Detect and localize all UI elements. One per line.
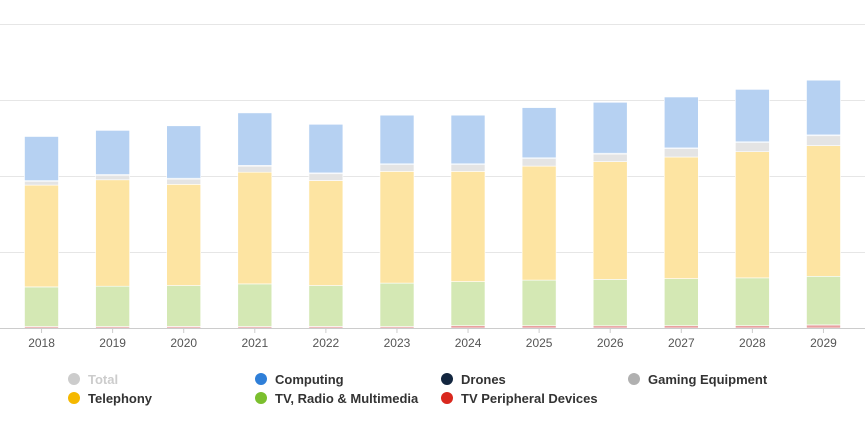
bar-gaming-equipment-2020[interactable] xyxy=(166,178,201,185)
gridlines xyxy=(0,24,865,253)
x-tick-label: 2020 xyxy=(170,336,197,350)
bar-tv-radio-multimedia-2027[interactable] xyxy=(663,278,699,327)
legend-dot-computing xyxy=(255,373,267,385)
legend-label-drones: Drones xyxy=(461,371,506,387)
bar-gaming-equipment-2019[interactable] xyxy=(95,174,130,181)
bar-computing-2025[interactable] xyxy=(521,107,557,159)
x-tick-label: 2029 xyxy=(810,336,837,350)
bar-telephony-2018[interactable] xyxy=(24,184,59,288)
bar-gaming-equipment-2021[interactable] xyxy=(237,165,273,173)
x-tick-label: 2025 xyxy=(526,336,553,350)
bar-telephony-2021[interactable] xyxy=(237,171,273,285)
bar-gaming-equipment-2022[interactable] xyxy=(308,173,344,181)
bar-computing-2019[interactable] xyxy=(95,130,130,175)
bar-tv-peripheral-devices-2024[interactable] xyxy=(450,325,486,329)
x-axis: 2018 2019 2020 2021 2022 2023 2024 2025 2026 2027… xyxy=(0,328,865,350)
bar-telephony-2026[interactable] xyxy=(592,161,628,280)
bar-tv-radio-multimedia-2023[interactable] xyxy=(379,282,415,327)
bar-tv-radio-multimedia-2022[interactable] xyxy=(308,285,344,327)
bar-computing-2029[interactable] xyxy=(806,79,841,136)
bar-stacks xyxy=(24,79,841,329)
x-tick-label: 2026 xyxy=(597,336,624,350)
bar-tv-radio-multimedia-2028[interactable] xyxy=(735,277,770,326)
bar-telephony-2022[interactable] xyxy=(308,180,344,286)
x-tick-label: 2022 xyxy=(313,336,340,350)
bar-gaming-equipment-2029[interactable] xyxy=(806,135,841,146)
bar-computing-2021[interactable] xyxy=(237,112,273,166)
bar-telephony-2028[interactable] xyxy=(735,151,770,279)
legend-item-gaming-equipment[interactable]: Gaming Equipment xyxy=(628,370,767,388)
x-tick-label: 2028 xyxy=(739,336,766,350)
legend-item-drones[interactable]: Drones xyxy=(441,370,506,388)
x-tick-label: 2024 xyxy=(455,336,482,350)
legend-label-gaming-equipment: Gaming Equipment xyxy=(648,371,768,387)
bar-computing-2027[interactable] xyxy=(663,96,699,149)
legend-dot-gaming-equipment xyxy=(628,373,640,385)
x-tick-label: 2023 xyxy=(384,336,411,350)
bar-telephony-2020[interactable] xyxy=(166,184,201,286)
legend-dot-drones xyxy=(441,373,453,385)
bar-computing-2022[interactable] xyxy=(308,124,344,174)
bar-gaming-equipment-2025[interactable] xyxy=(521,158,557,167)
legend-label-total: Total xyxy=(88,371,119,387)
legend-item-tv-radio-multimedia[interactable]: TV, Radio & Multimedia xyxy=(255,389,418,407)
legend-label-tv-peripheral-devices: TV Peripheral Devices xyxy=(461,390,598,406)
legend-item-computing[interactable]: Computing xyxy=(255,370,344,388)
legend-item-total[interactable]: Total xyxy=(68,370,118,388)
bar-telephony-2023[interactable] xyxy=(379,171,415,284)
x-tick-label: 2018 xyxy=(28,336,55,350)
bar-gaming-equipment-2018[interactable] xyxy=(24,181,59,186)
legend-dot-total xyxy=(68,373,80,385)
bar-tv-peripheral-devices-2027[interactable] xyxy=(663,325,699,329)
bar-computing-2018[interactable] xyxy=(24,136,59,181)
x-tick-label: 2021 xyxy=(241,336,268,350)
bar-tv-peripheral-devices-2028[interactable] xyxy=(735,325,770,329)
legend-dot-tv-radio-multimedia xyxy=(255,392,267,404)
bar-computing-2026[interactable] xyxy=(592,102,628,154)
bar-gaming-equipment-2028[interactable] xyxy=(735,142,770,153)
bar-tv-peripheral-devices-2022[interactable] xyxy=(308,326,344,329)
legend-dot-tv-peripheral-devices xyxy=(441,392,453,404)
bar-tv-radio-multimedia-2024[interactable] xyxy=(450,281,486,327)
bar-tv-radio-multimedia-2020[interactable] xyxy=(166,285,201,327)
legend-label-tv-radio-multimedia: TV, Radio & Multimedia xyxy=(275,390,419,406)
bar-telephony-2024[interactable] xyxy=(450,171,486,282)
legend-label-computing: Computing xyxy=(275,371,344,387)
bar-tv-radio-multimedia-2021[interactable] xyxy=(237,283,273,327)
bar-tv-peripheral-devices-2020[interactable] xyxy=(166,326,201,329)
bar-tv-radio-multimedia-2026[interactable] xyxy=(592,279,628,327)
bar-gaming-equipment-2026[interactable] xyxy=(592,153,628,162)
bar-telephony-2019[interactable] xyxy=(95,179,130,287)
bar-tv-radio-multimedia-2025[interactable] xyxy=(521,279,557,327)
bar-gaming-equipment-2023[interactable] xyxy=(379,164,415,172)
bar-computing-2023[interactable] xyxy=(379,114,415,165)
bar-computing-2020[interactable] xyxy=(166,125,201,179)
bar-tv-peripheral-devices-2029[interactable] xyxy=(806,324,841,329)
bar-telephony-2029[interactable] xyxy=(806,145,841,277)
bar-computing-2028[interactable] xyxy=(735,89,770,143)
x-tick-label: 2027 xyxy=(668,336,695,350)
bar-telephony-2027[interactable] xyxy=(663,156,699,279)
legend-label-telephony: Telephony xyxy=(88,390,153,406)
legend-item-tv-peripheral-devices[interactable]: TV Peripheral Devices xyxy=(441,389,598,407)
bar-tv-radio-multimedia-2029[interactable] xyxy=(806,275,841,326)
x-tick-label: 2019 xyxy=(99,336,126,350)
bar-gaming-equipment-2024[interactable] xyxy=(450,164,486,172)
bar-telephony-2025[interactable] xyxy=(521,165,557,281)
legend: Total Computing Drones Gaming Equipment … xyxy=(0,366,865,416)
bar-gaming-equipment-2027[interactable] xyxy=(663,148,699,158)
legend-dot-telephony xyxy=(68,392,80,404)
legend-item-telephony[interactable]: Telephony xyxy=(68,389,152,407)
bar-tv-radio-multimedia-2018[interactable] xyxy=(24,286,59,327)
bar-tv-radio-multimedia-2019[interactable] xyxy=(95,285,130,327)
bar-tv-peripheral-devices-2025[interactable] xyxy=(521,325,557,329)
bar-computing-2024[interactable] xyxy=(450,114,486,165)
